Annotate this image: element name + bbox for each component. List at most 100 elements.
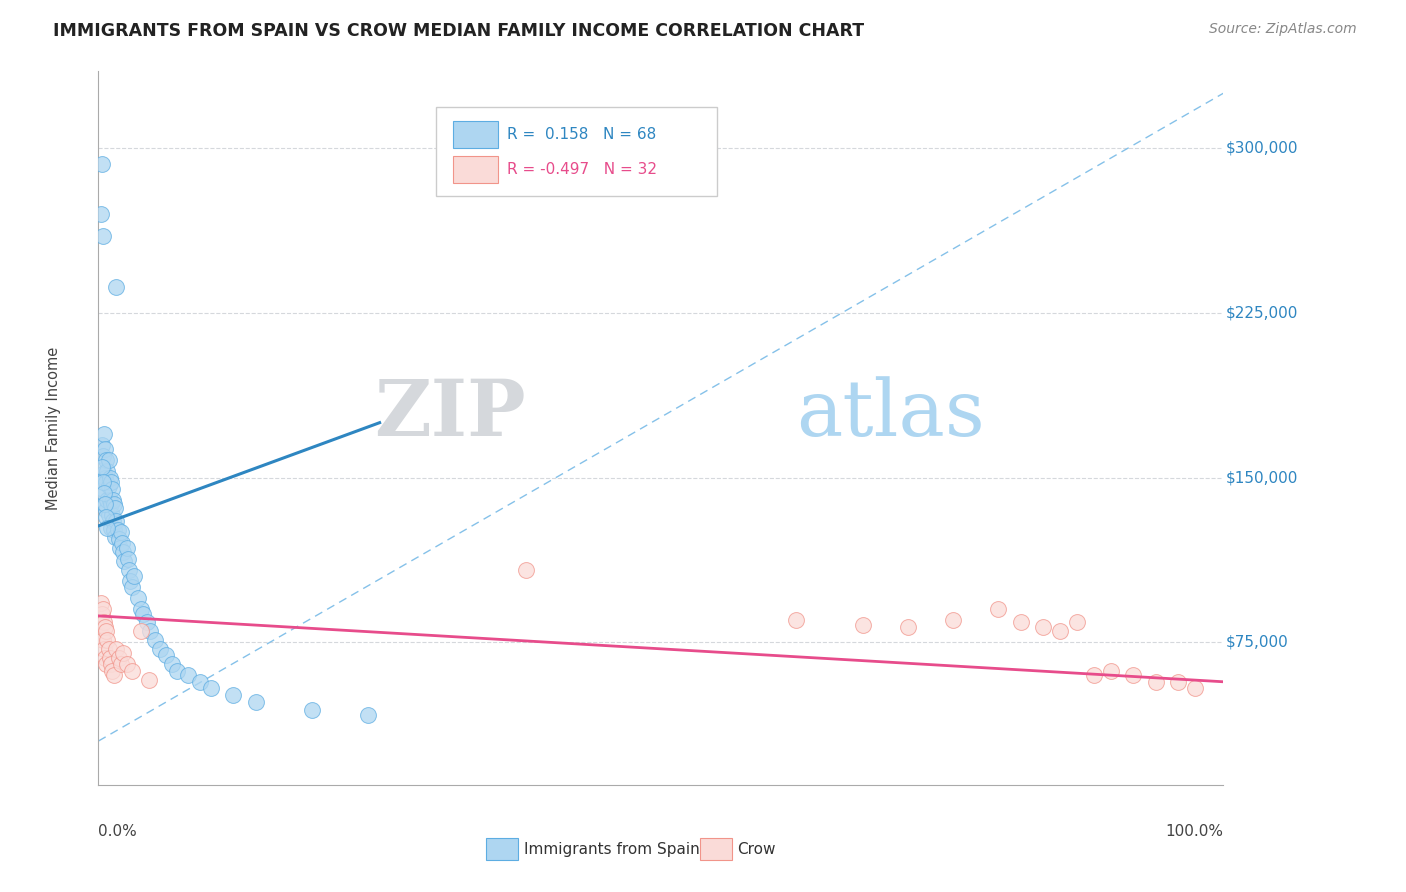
Point <box>1066 615 1088 630</box>
Point <box>96 492 118 507</box>
Point <box>94 620 117 634</box>
Point <box>129 624 152 639</box>
Text: atlas: atlas <box>796 376 984 451</box>
Point <box>110 525 132 540</box>
Point <box>94 470 117 484</box>
Point <box>94 442 117 456</box>
Point <box>93 466 115 480</box>
Point <box>90 459 112 474</box>
Point <box>135 615 157 630</box>
Point <box>105 641 128 656</box>
Point <box>112 554 135 568</box>
Point <box>127 591 149 606</box>
Text: 100.0%: 100.0% <box>1166 824 1223 839</box>
Bar <box>700 838 731 860</box>
Point <box>101 508 124 522</box>
Text: $225,000: $225,000 <box>1226 305 1298 320</box>
Text: Source: ZipAtlas.com: Source: ZipAtlas.com <box>1209 22 1357 37</box>
Point <box>91 482 114 496</box>
Point <box>104 530 127 544</box>
Point <box>160 657 183 672</box>
Point <box>132 607 155 621</box>
Point <box>90 156 112 170</box>
Point <box>115 541 138 555</box>
Point <box>1010 615 1032 630</box>
Point <box>105 279 128 293</box>
Point <box>101 482 124 496</box>
Point <box>139 624 162 639</box>
Point <box>98 470 121 484</box>
Point <box>103 668 125 682</box>
Point <box>143 633 166 648</box>
Point <box>97 641 120 656</box>
Point <box>118 563 141 577</box>
Point <box>96 521 118 535</box>
Point <box>1083 668 1105 682</box>
Point <box>107 523 129 537</box>
Point <box>93 641 115 656</box>
Point <box>103 497 125 511</box>
Point <box>96 503 118 517</box>
Bar <box>453 156 498 184</box>
Point <box>155 648 177 663</box>
Point <box>785 613 807 627</box>
Point <box>942 613 965 627</box>
Point <box>110 657 132 672</box>
Text: Immigrants from Spain: Immigrants from Spain <box>523 842 699 857</box>
Point <box>121 664 143 678</box>
Text: Median Family Income: Median Family Income <box>46 346 60 510</box>
Point <box>301 703 323 717</box>
Point <box>96 464 118 478</box>
Text: ZIP: ZIP <box>374 376 526 452</box>
Point <box>94 650 117 665</box>
Point <box>101 515 124 529</box>
Point <box>93 486 115 500</box>
Text: R =  0.158   N = 68: R = 0.158 N = 68 <box>506 128 657 143</box>
Point <box>96 633 118 648</box>
Point <box>100 497 122 511</box>
Point <box>90 607 112 621</box>
Point <box>91 602 114 616</box>
Point <box>1032 620 1054 634</box>
Point <box>129 602 152 616</box>
Point <box>1167 674 1189 689</box>
Point <box>108 541 131 555</box>
Point <box>166 664 188 678</box>
Point <box>138 673 160 687</box>
Point <box>987 602 1010 616</box>
Point <box>96 657 118 672</box>
Text: $150,000: $150,000 <box>1226 470 1298 485</box>
Point <box>90 437 112 451</box>
Text: $75,000: $75,000 <box>1226 635 1288 649</box>
Point <box>200 681 222 696</box>
Point <box>897 620 920 634</box>
FancyBboxPatch shape <box>436 107 717 196</box>
Point <box>90 629 112 643</box>
Point <box>91 633 114 648</box>
Point <box>111 536 134 550</box>
Point <box>852 617 875 632</box>
Point <box>96 624 118 639</box>
Point <box>98 492 121 507</box>
Point <box>112 646 135 660</box>
Point <box>93 497 115 511</box>
Point <box>107 532 129 546</box>
Point <box>1122 668 1144 682</box>
Point <box>101 492 124 507</box>
Point <box>1184 681 1206 696</box>
Point <box>93 426 115 441</box>
Point <box>100 657 122 672</box>
Point <box>107 650 129 665</box>
Point <box>117 551 139 566</box>
Point <box>222 688 245 702</box>
Point <box>121 580 143 594</box>
Point <box>94 497 117 511</box>
Point <box>90 207 112 221</box>
Bar <box>486 838 517 860</box>
Point <box>103 523 125 537</box>
Point <box>188 674 211 689</box>
Bar <box>453 121 498 148</box>
Point <box>97 479 120 493</box>
Point <box>105 515 128 529</box>
Text: $300,000: $300,000 <box>1226 141 1298 156</box>
